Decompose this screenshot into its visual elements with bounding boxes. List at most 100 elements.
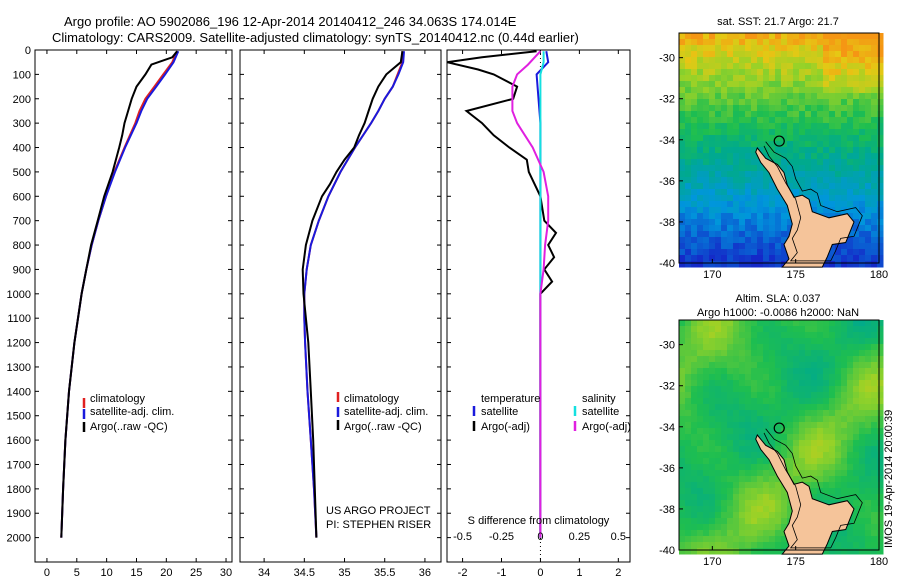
y-tick-label: 1800 xyxy=(7,484,31,496)
s-tick-label: -0.25 xyxy=(489,531,514,543)
series-line-satellite-adj-clim- xyxy=(60,50,180,538)
x-tick-label: 34 xyxy=(258,567,270,579)
s-tick-label: -0.5 xyxy=(453,531,472,543)
series-line-argo-raw-qc- xyxy=(301,51,404,538)
map-x-tick-label: 180 xyxy=(870,556,888,568)
y-tick-label: 1900 xyxy=(7,508,31,520)
y-tick-label: 2000 xyxy=(7,533,31,545)
legend-label-s-argo: Argo(-adj) xyxy=(582,421,631,433)
legend-title-temperature: temperature xyxy=(481,393,540,405)
map-x-tick-label: 170 xyxy=(703,269,721,281)
y-tick-label: 0 xyxy=(25,45,31,57)
series-line-argo-raw-qc- xyxy=(60,50,178,538)
x-tick-label: 0 xyxy=(44,567,50,579)
y-tick-label: 500 xyxy=(13,167,31,179)
series-line-satellite-adj-clim- xyxy=(303,51,405,538)
bathymetry-contour xyxy=(763,428,863,549)
x-tick-label: -1 xyxy=(497,567,507,579)
x-tick-label: 15 xyxy=(130,567,142,579)
x-tick-label: 10 xyxy=(101,567,113,579)
salinity-legend: climatology satellite-adj. clim. Argo(..… xyxy=(326,392,431,531)
x-axis-label-top: S difference from climatology xyxy=(468,515,610,527)
y-tick-label: 200 xyxy=(13,94,31,106)
legend-label-climatology: climatology xyxy=(90,393,146,405)
sst-map-field xyxy=(679,33,884,268)
map-x-tick-label: 180 xyxy=(870,269,888,281)
map-y-tick-label: -30 xyxy=(659,340,675,352)
x-tick-label: 5 xyxy=(74,567,80,579)
map-y-tick-label: -34 xyxy=(659,422,675,434)
map-y-tick-label: -34 xyxy=(659,135,675,147)
s-tick-label: 0.5 xyxy=(611,531,626,543)
header-line1: Argo profile: AO 5902086_196 12-Apr-2014… xyxy=(64,14,517,29)
series-line-climatology xyxy=(60,50,179,538)
map-y-tick-label: -38 xyxy=(659,217,675,229)
series-line-s-argo-adj- xyxy=(511,50,550,538)
map-x-tick-label: 175 xyxy=(786,556,804,568)
s-tick-label: 0 xyxy=(537,531,543,543)
legend-label-s-satellite: satellite xyxy=(582,406,619,418)
sst-map-title: sat. SST: 21.7 Argo: 21.7 xyxy=(717,16,839,28)
legend-label-t-satellite: satellite xyxy=(481,406,518,418)
map-y-tick-label: -36 xyxy=(659,176,675,188)
y-tick-label: 100 xyxy=(13,69,31,81)
bathymetry-contour xyxy=(763,141,863,262)
legend-label-satellite: satellite-adj. clim. xyxy=(344,406,428,418)
map-y-tick-label: -32 xyxy=(659,381,675,393)
map-y-tick-label: -36 xyxy=(659,463,675,475)
y-tick-label: 900 xyxy=(13,264,31,276)
sla-map-title: Altim. SLA: 0.037 xyxy=(736,293,821,305)
float-position-marker xyxy=(773,422,785,434)
map-y-tick-label: -40 xyxy=(659,545,675,557)
temperature-legend: climatology satellite-adj. clim. Argo(..… xyxy=(82,393,174,433)
y-tick-label: 300 xyxy=(13,118,31,130)
map-frame xyxy=(678,319,880,551)
series-line-t-satellite xyxy=(535,51,550,538)
y-tick-label: 1000 xyxy=(7,289,31,301)
legend-label-argo: Argo(..raw -QC) xyxy=(90,421,168,433)
x-tick-label: 1 xyxy=(576,567,582,579)
y-tick-label: 1200 xyxy=(7,338,31,350)
s-tick-label: 0.25 xyxy=(569,531,590,543)
x-tick-label: 30 xyxy=(220,567,232,579)
sla-map-subtitle: Argo h1000: -0.0086 h2000: NaN xyxy=(697,307,859,319)
x-tick-label: 25 xyxy=(190,567,202,579)
watermark: IMOS 19-Apr-2014 20:00:39 xyxy=(883,410,895,548)
float-position-marker xyxy=(773,135,785,147)
y-tick-label: 1300 xyxy=(7,362,31,374)
legend-label-t-argo: Argo(-adj) xyxy=(481,421,530,433)
y-tick-label: 1600 xyxy=(7,435,31,447)
plot-frame xyxy=(446,49,631,563)
x-tick-label: 35.5 xyxy=(374,567,395,579)
sla-map: -30 -32 -34 -36 -38 -40 170 175 180 xyxy=(659,319,888,568)
series-line-climatology xyxy=(303,51,404,538)
y-tick-label: 400 xyxy=(13,143,31,155)
x-tick-label: 20 xyxy=(160,567,172,579)
sla-map-field xyxy=(679,320,884,555)
x-tick-label: 0 xyxy=(537,567,543,579)
y-tick-label: 1100 xyxy=(7,313,31,325)
temperature-panel: 0100200300400500600700800900100011001200… xyxy=(7,45,233,579)
pi-annotation: PI: STEPHEN RISER xyxy=(326,519,431,531)
map-frame xyxy=(678,32,880,264)
y-tick-label: 1500 xyxy=(7,411,31,423)
x-tick-label: -2 xyxy=(458,567,468,579)
project-annotation: US ARGO PROJECT xyxy=(326,505,431,517)
legend-label-climatology: climatology xyxy=(344,393,400,405)
y-tick-label: 800 xyxy=(13,240,31,252)
y-tick-label: 1700 xyxy=(7,459,31,471)
plot-frame xyxy=(239,49,442,563)
y-tick-label: 700 xyxy=(13,216,31,228)
x-tick-label: 2 xyxy=(615,567,621,579)
x-tick-label: 36 xyxy=(419,567,431,579)
legend-label-argo: Argo(..raw -QC) xyxy=(344,421,422,433)
y-tick-label: 1400 xyxy=(7,386,31,398)
difference-legend: temperature satellite Argo(-adj) salinit… xyxy=(472,393,631,433)
sst-map: -30 -32 -34 -36 -38 -40 170 175 180 xyxy=(659,32,888,281)
map-x-tick-label: 170 xyxy=(703,556,721,568)
map-y-tick-label: -40 xyxy=(659,258,675,270)
map-y-tick-label: -30 xyxy=(659,53,675,65)
y-tick-label: 600 xyxy=(13,191,31,203)
